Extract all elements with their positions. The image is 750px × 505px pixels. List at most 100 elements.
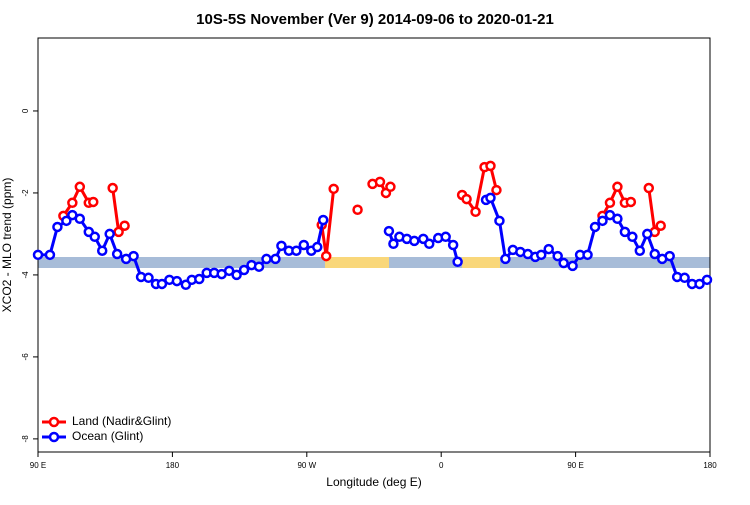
data-point: [352, 204, 363, 215]
land-band: [462, 257, 500, 268]
data-point: [238, 264, 250, 276]
data-point: [270, 253, 281, 265]
series-line: [461, 164, 498, 216]
data-point: [424, 238, 435, 250]
data-point: [452, 256, 463, 268]
data-point: [374, 176, 386, 188]
data-point: [589, 221, 601, 233]
land-band: [325, 257, 389, 268]
data-point: [634, 245, 646, 256]
data-point: [385, 181, 396, 193]
data-point: [409, 235, 420, 247]
plot-frame: [37, 37, 711, 453]
data-point: [655, 220, 666, 231]
x-tick-label: 0: [439, 461, 444, 470]
x-tick-label: 90 W: [297, 461, 316, 470]
data-point: [74, 181, 86, 193]
data-point: [32, 249, 44, 261]
legend-label: Ocean (Glint): [72, 429, 143, 443]
data-point: [664, 250, 675, 262]
x-axis-label: Longitude (deg E): [326, 475, 421, 489]
legend-marker: [48, 416, 60, 428]
data-point: [171, 275, 183, 287]
data-point: [625, 196, 637, 208]
data-point: [223, 265, 235, 277]
data-point: [74, 213, 86, 225]
data-point: [52, 221, 63, 233]
data-point: [461, 193, 472, 205]
y-tick-label: -8: [21, 435, 30, 443]
data-point: [447, 239, 459, 251]
data-point: [558, 257, 569, 269]
data-point: [113, 226, 124, 238]
data-point: [261, 253, 272, 265]
data-point: [119, 220, 130, 231]
y-tick-label: -2: [21, 189, 30, 197]
x-tick-label: 90 E: [567, 461, 583, 470]
data-point: [543, 243, 554, 255]
data-point: [582, 249, 593, 261]
data-point: [291, 245, 302, 256]
data-point: [536, 249, 547, 261]
series-line: [485, 195, 708, 286]
y-axis-label: XCO2 - MLO trend (ppm): [0, 178, 14, 313]
data-point: [491, 184, 502, 196]
data-point: [107, 182, 118, 194]
data-point: [485, 192, 496, 204]
data-point: [642, 228, 653, 240]
data-point: [604, 197, 616, 209]
data-point: [111, 248, 123, 260]
chart-title: 10S-5S November (Ver 9) 2014-09-06 to 20…: [196, 11, 554, 28]
data-point: [312, 241, 323, 253]
data-point: [627, 231, 638, 243]
data-point: [231, 269, 242, 281]
data-point: [552, 250, 563, 262]
x-tick-label: 180: [703, 461, 717, 470]
legend-marker: [48, 431, 60, 443]
data-point: [485, 160, 496, 172]
x-tick-label: 180: [166, 461, 180, 470]
legend: Land (Nadir&Glint)Ocean (Glint): [42, 414, 171, 443]
data-point: [619, 226, 631, 238]
background-band: [38, 257, 710, 268]
data-point: [253, 261, 265, 272]
data-point: [470, 206, 481, 218]
data-point: [679, 272, 690, 284]
data-point: [612, 181, 623, 193]
data-point: [500, 253, 511, 265]
data-point: [88, 196, 99, 208]
data-point: [328, 183, 339, 195]
data-point: [612, 213, 623, 225]
data-point: [96, 245, 108, 256]
y-tick-label: -4: [21, 271, 30, 279]
data-point: [694, 278, 705, 290]
data-point: [143, 272, 154, 284]
data-point: [298, 239, 310, 251]
data-point: [388, 238, 399, 250]
data-point: [320, 250, 332, 262]
data-point: [643, 182, 655, 194]
data-point: [649, 248, 660, 260]
data-point: [567, 260, 578, 272]
data-point: [44, 249, 56, 261]
data-point: [701, 274, 713, 286]
legend-label: Land (Nadir&Glint): [72, 414, 171, 428]
data-point: [128, 250, 139, 262]
data-point: [104, 228, 115, 240]
data-point: [317, 214, 329, 226]
data-point: [440, 231, 451, 243]
data-point: [156, 278, 168, 290]
y-tick-label: 0: [21, 108, 30, 113]
data-point: [276, 240, 287, 252]
data-point: [89, 231, 100, 243]
x-tick-label: 90 E: [30, 461, 46, 470]
data-point: [494, 215, 505, 227]
y-tick-label: -6: [21, 353, 30, 361]
data-point: [597, 215, 608, 227]
data-point: [61, 215, 72, 227]
data-point: [67, 197, 78, 209]
data-point: [383, 225, 395, 237]
data-point: [194, 273, 205, 285]
